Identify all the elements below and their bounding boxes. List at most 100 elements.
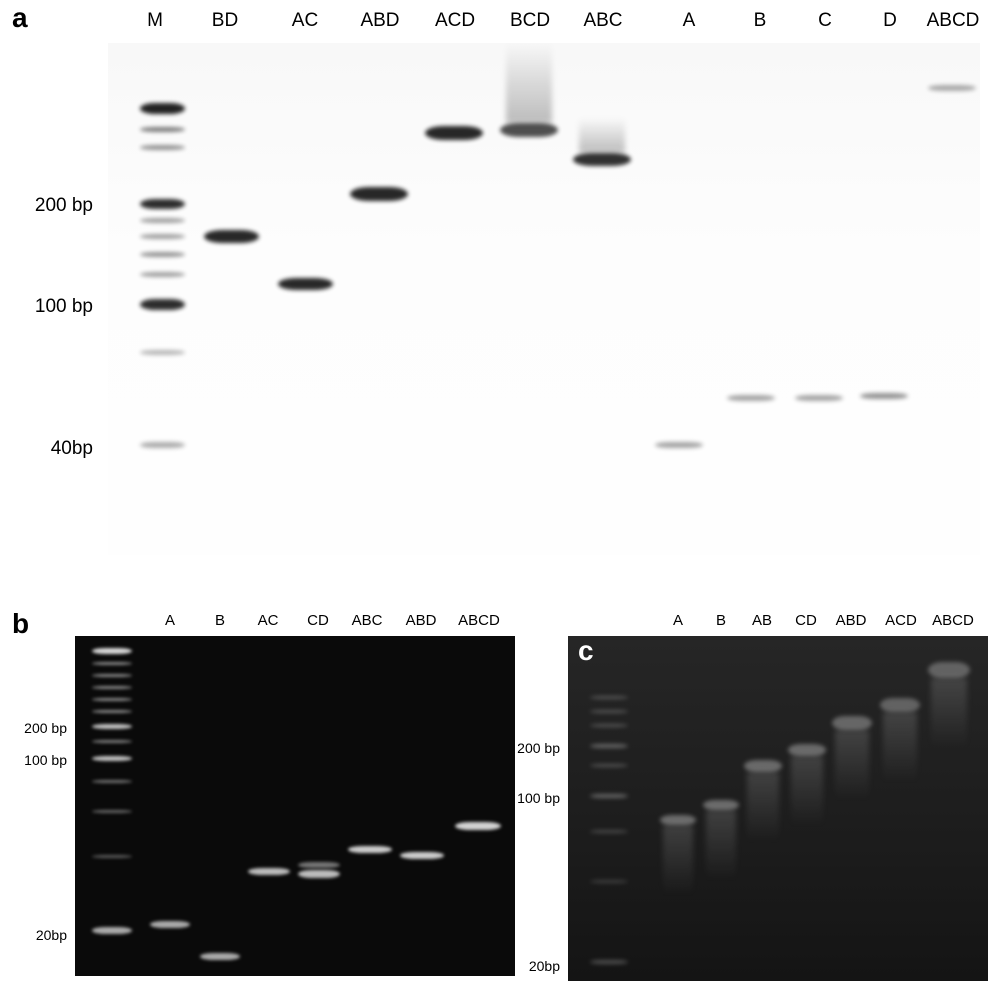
gel-band	[278, 278, 333, 290]
gel-band	[348, 846, 392, 853]
gel-band	[727, 395, 775, 401]
band-smear	[747, 772, 779, 842]
gel-band	[655, 442, 703, 448]
ladder-band	[140, 218, 185, 223]
gel-panel-a	[108, 43, 980, 555]
gel-band	[248, 868, 290, 875]
lane-label: CD	[786, 612, 826, 629]
bp-label: 100 bp	[0, 752, 67, 768]
bp-label: 20bp	[500, 958, 560, 974]
gel-band	[744, 760, 782, 772]
ladder-band	[92, 756, 132, 761]
lane-label: A	[660, 612, 696, 629]
panel-c-label: c	[578, 635, 594, 667]
ladder-band	[590, 696, 628, 699]
gel-band	[660, 815, 696, 825]
band-smear	[931, 678, 967, 748]
bp-label: 40bp	[0, 438, 93, 460]
gel-band	[455, 822, 501, 830]
ladder-band	[92, 674, 132, 677]
lane-label: M	[130, 10, 180, 32]
bp-label: 200 bp	[0, 720, 67, 736]
ladder-band	[92, 855, 132, 858]
lane-label: ABD	[345, 10, 415, 32]
ladder-band	[140, 442, 185, 448]
ladder-band	[590, 830, 628, 833]
bp-label: 100 bp	[500, 790, 560, 806]
lane-label: B	[703, 612, 739, 629]
gel-band	[150, 921, 190, 928]
ladder-band	[590, 794, 628, 798]
lane-label: ACD	[878, 612, 924, 629]
ladder-band	[590, 880, 628, 883]
band-smear	[791, 756, 823, 826]
ladder-band	[92, 740, 132, 743]
ladder-band	[92, 686, 132, 689]
lane-label: ABC	[342, 612, 392, 629]
lane-label: ACD	[420, 10, 490, 32]
gel-band	[880, 698, 920, 712]
lane-label: A	[664, 10, 714, 32]
band-smear	[883, 712, 917, 782]
lane-label: ABC	[568, 10, 638, 32]
gel-band	[298, 862, 340, 868]
gel-band	[400, 852, 444, 859]
gel-band	[832, 716, 872, 730]
ladder-band	[140, 145, 185, 150]
gel-band	[860, 393, 908, 399]
bp-label: 20bp	[0, 927, 67, 943]
lane-label: BCD	[495, 10, 565, 32]
lane-label: C	[800, 10, 850, 32]
ladder-band	[590, 724, 628, 727]
ladder-band	[590, 710, 628, 713]
gel-band	[500, 123, 558, 137]
lane-label: B	[200, 612, 240, 629]
ladder-band	[590, 744, 628, 748]
gel-band	[425, 126, 483, 140]
lane-label: AB	[742, 612, 782, 629]
ladder-band	[140, 299, 185, 310]
ladder-band	[140, 103, 185, 114]
lane-label: AC	[245, 612, 291, 629]
bp-label: 100 bp	[0, 296, 93, 318]
gel-band	[788, 744, 826, 756]
ladder-band	[92, 724, 132, 729]
lane-label: ABCD	[450, 612, 508, 629]
gel-band	[573, 153, 631, 166]
gel-panel-c	[568, 636, 988, 981]
gel-band	[703, 800, 739, 810]
bp-label: 200 bp	[0, 195, 93, 217]
ladder-band	[590, 960, 628, 964]
lane-label: BD	[195, 10, 255, 32]
gel-band	[298, 870, 340, 878]
lane-label: D	[865, 10, 915, 32]
panel-a-label: a	[12, 2, 28, 34]
ladder-band	[92, 780, 132, 783]
gel-panel-b	[75, 636, 515, 976]
ladder-band	[92, 927, 132, 934]
gel-band	[928, 85, 976, 91]
ladder-band	[140, 234, 185, 239]
ladder-band	[140, 199, 185, 209]
ladder-band	[590, 764, 628, 767]
lane-label: ABD	[396, 612, 446, 629]
gel-band	[928, 662, 970, 678]
lane-label: CD	[295, 612, 341, 629]
ladder-band	[140, 272, 185, 277]
panel-b-label: b	[12, 608, 29, 640]
lane-label: B	[735, 10, 785, 32]
band-smear	[663, 825, 693, 895]
ladder-band	[92, 698, 132, 701]
lane-label: AC	[275, 10, 335, 32]
band-smear	[706, 810, 736, 880]
bp-label: 200 bp	[500, 740, 560, 756]
lane-label: ABCD	[926, 612, 980, 629]
gel-band	[795, 395, 843, 401]
ladder-band	[92, 662, 132, 665]
band-smear	[579, 118, 625, 153]
band-smear	[506, 43, 552, 123]
ladder-band	[140, 252, 185, 257]
gel-band	[204, 230, 259, 243]
lane-label: A	[150, 612, 190, 629]
ladder-band	[92, 710, 132, 713]
